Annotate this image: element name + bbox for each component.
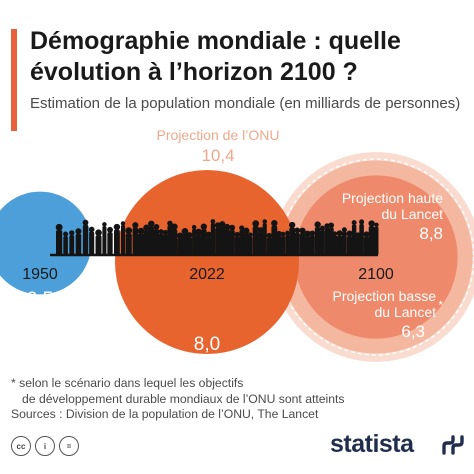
footnote-line-1: * selon le scénario dans lequel les obje… [11,376,244,390]
lancet-high-label-line1: Projection haute [342,190,443,206]
no-derivatives-icon[interactable]: = [59,436,79,456]
lancet-low-value: 6,3 [401,322,425,341]
bubble-2022 [115,170,299,354]
lancet-high-label-line2: du Lancet [382,206,444,222]
bubble-1950 [0,191,92,295]
footnote-line-2: de développement durable mondiaux de l’O… [22,391,345,406]
un-projection-value: 10,4 [201,146,234,165]
bubble-2100-lancet-low [294,175,458,339]
crowd-silhouette-icon [55,219,379,255]
value-label-1950: 2,5 [27,289,53,310]
population-bubble-chart: 1950 2,5 2022 8,0 2100 Projection de l’ONU 10,… [0,127,474,362]
lancet-low-label-line1: Projection basse [332,288,436,304]
page-title: Démographie mondiale : quelle évolution … [30,27,401,86]
footer: cc i = statista [0,428,474,474]
sources-line: Sources : Division de la population de l… [11,407,319,421]
lancet-high-value: 8,8 [419,224,443,243]
lancet-low-asterisk: * [438,298,443,312]
cc-icon[interactable]: cc [11,436,31,456]
lancet-low-label-line2: du Lancet [375,304,437,320]
year-label-2022: 2022 [189,266,225,283]
chart-subtitle: Estimation de la population mondiale (en… [30,95,461,112]
title-accent-bar [11,29,17,131]
statista-logo-icon[interactable] [442,434,464,456]
year-label-2100: 2100 [358,266,394,283]
value-label-2022: 8,0 [194,334,220,355]
footnote: * selon le scénario dans lequel les obje… [11,376,466,423]
year-label-1950: 1950 [22,266,58,283]
brand-logo-text[interactable]: statista [330,430,414,458]
un-projection-label: Projection de l’ONU [157,127,280,143]
attribution-icon[interactable]: i [35,436,55,456]
